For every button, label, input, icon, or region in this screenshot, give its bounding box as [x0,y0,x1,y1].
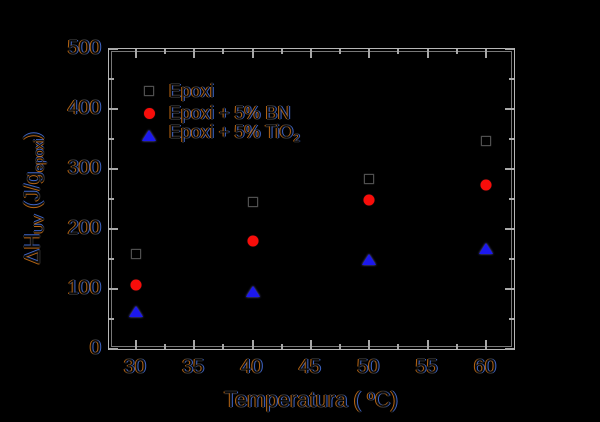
x-minor-tick-top [280,49,283,54]
legend-label-bn: Epoxi + 5% BN [169,103,291,123]
triangle-marker-icon [142,129,156,141]
x-minor-tick [280,344,283,349]
x-minor-tick [222,344,225,349]
legend-label-tio2-text: Epoxi + 5% TiO [169,121,294,142]
y-tick-label: 500 [67,37,101,59]
x-tick-label: 60 [473,356,497,378]
y-major-tick-right [505,228,514,230]
triangle-marker-icon [138,129,160,141]
x-minor-tick-top [222,49,225,54]
x-tick-label: 45 [298,356,322,378]
x-minor-tick-top [397,49,400,54]
y-tick-label: 300 [67,157,101,179]
data-point-epoxi-30 [130,249,141,260]
y-minor-tick [109,318,114,320]
circle-marker-icon [143,107,155,119]
x-tick-label: 40 [240,356,263,378]
legend-row-tio2: Epoxi + 5% TiO2 [138,121,300,149]
legend-row-epoxi: Epoxi [138,80,300,102]
y-tick-label: 400 [67,97,101,119]
x-major-tick-top [251,49,254,58]
y-major-tick [109,168,118,170]
y-major-tick-right [505,48,514,50]
data-point-epoxi-40 [247,197,258,207]
data-point-epoxi-5-bn-40 [247,235,259,247]
y-major-tick-right [505,348,514,350]
y-tick-label: 0 [89,337,101,359]
y-minor-tick-right [509,138,514,140]
x-major-tick [309,340,312,349]
data-point-epoxi-5-bn-50 [363,194,375,206]
y-major-tick-right [505,168,514,170]
x-minor-tick [397,344,400,349]
x-axis-title: Temperatura ( oC) [224,387,398,413]
y-minor-tick-right [509,258,514,260]
data-point-epoxi-5-tio2-40 [245,285,260,297]
y-minor-tick-right [509,318,514,320]
x-major-tick-top [309,49,312,58]
x-axis-title-text: Temperatura ( [224,387,368,412]
y-major-tick [109,288,118,290]
x-axis-title-degree-superscript: o [367,388,375,404]
legend: Epoxi Epoxi + 5% BN Epoxi + 5% TiO2 [138,80,300,146]
x-minor-tick-top [164,49,167,54]
x-major-tick-top [193,49,196,58]
x-tick-label: 55 [415,356,438,378]
data-point-epoxi-5-tio2-60 [478,242,493,254]
data-point-epoxi-5-bn-30 [130,279,142,291]
x-minor-tick [164,344,167,349]
x-axis-title-unit: C) [374,387,398,412]
plot-area [108,48,515,350]
y-major-tick [109,108,118,110]
data-point-epoxi-5-tio2-30 [128,305,143,317]
x-major-tick-top [484,49,487,58]
x-tick-label: 35 [182,356,205,378]
y-major-tick [109,228,118,230]
x-minor-tick-top [339,49,342,54]
square-marker-icon [138,86,160,96]
data-point-epoxi-5-bn-60 [480,179,492,191]
y-tick-label: 200 [67,217,101,239]
y-minor-tick [109,258,114,260]
x-major-tick-top [368,49,371,58]
y-major-tick [109,348,118,350]
x-minor-tick [339,344,342,349]
y-minor-tick-right [509,78,514,80]
y-major-tick-right [505,108,514,110]
y-tick-label: 100 [67,277,101,299]
square-marker-icon [144,86,154,96]
circle-marker-icon [138,107,160,119]
legend-label-tio2-subscript: 2 [293,132,300,145]
y-axis-title-close-paren: ) [19,131,45,140]
y-major-tick-right [505,288,514,290]
x-minor-tick [455,344,458,349]
x-tick-label: 50 [357,356,380,378]
x-tick-label: 30 [123,356,146,378]
y-axis-title: ΔHUV (J/gepoxi) [19,132,46,264]
y-minor-tick [109,138,114,140]
y-major-tick [109,48,118,50]
x-minor-tick-top [455,49,458,54]
data-point-epoxi-5-tio2-50 [362,253,377,265]
x-major-tick [251,340,254,349]
y-minor-tick [109,78,114,80]
x-major-tick [193,340,196,349]
x-major-tick [484,340,487,349]
legend-row-bn: Epoxi + 5% BN [138,102,300,124]
x-major-tick [368,340,371,349]
y-minor-tick [109,198,114,200]
legend-label-epoxi: Epoxi [169,81,215,101]
x-major-tick [134,340,137,349]
data-point-epoxi-60 [480,135,491,146]
data-point-epoxi-50 [364,174,375,185]
y-minor-tick-right [509,198,514,200]
legend-label-tio2: Epoxi + 5% TiO2 [169,121,300,149]
x-major-tick-top [426,49,429,58]
x-major-tick-top [134,49,137,58]
x-major-tick [426,340,429,349]
